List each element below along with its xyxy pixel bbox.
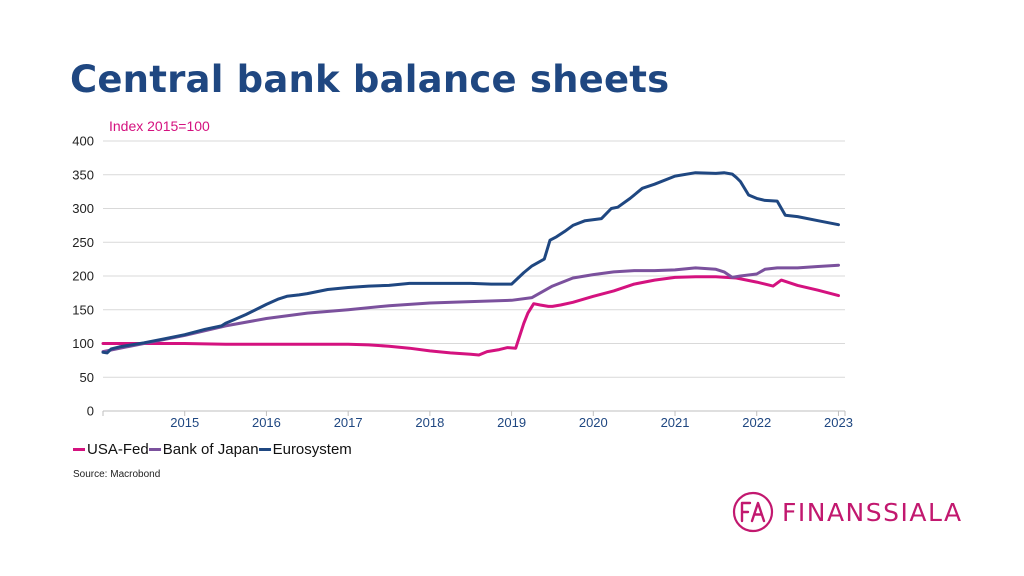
axis-unit-label: Index 2015=100 xyxy=(109,118,210,134)
chart-series xyxy=(101,171,840,357)
y-tick-label-0: 0 xyxy=(87,404,94,419)
y-tick-label-300: 300 xyxy=(72,201,94,216)
y-tick-label-200: 200 xyxy=(72,269,94,284)
legend-item-eurosystem: Eurosystem xyxy=(258,441,352,458)
finanssiala-logo: FINANSSIALA xyxy=(732,491,963,533)
chart-legend: USA-Fed Bank of Japan Eurosystem xyxy=(73,441,352,458)
legend-item-bank-of-japan: Bank of Japan xyxy=(148,441,259,458)
brand-name: FINANSSIALA xyxy=(782,497,963,527)
x-tick-label-2020: 2020 xyxy=(579,415,608,430)
x-tick-label-2017: 2017 xyxy=(334,415,363,430)
page-title: Central bank balance sheets xyxy=(70,58,670,101)
x-tick-label-2023: 2023 xyxy=(824,415,853,430)
legend-swatch-eurosystem xyxy=(258,448,271,451)
fa-monogram-icon xyxy=(732,491,774,533)
series-line-eurosystem xyxy=(101,171,840,355)
series-line-usa-fed xyxy=(101,275,840,357)
legend-label-eurosystem: Eurosystem xyxy=(272,441,352,458)
legend-label-bank-of-japan: Bank of Japan xyxy=(162,441,259,458)
source-note: Source: Macrobond xyxy=(73,469,161,480)
legend-swatch-usa-fed xyxy=(73,448,85,451)
y-tick-label-350: 350 xyxy=(72,167,94,182)
series-line-bank-of-japan xyxy=(101,263,840,354)
legend-swatch-bank-of-japan xyxy=(148,448,161,451)
y-tick-label-100: 100 xyxy=(72,336,94,351)
x-tick-label-2016: 2016 xyxy=(252,415,281,430)
x-tick-label-2019: 2019 xyxy=(497,415,526,430)
chart-axes xyxy=(102,410,846,416)
x-tick-label-2021: 2021 xyxy=(661,415,690,430)
legend-item-usa-fed: USA-Fed xyxy=(73,441,149,458)
x-tick-label-2018: 2018 xyxy=(415,415,444,430)
y-tick-label-150: 150 xyxy=(72,302,94,317)
x-tick-label-2015: 2015 xyxy=(170,415,199,430)
x-tick-label-2022: 2022 xyxy=(742,415,771,430)
y-tick-label-250: 250 xyxy=(72,235,94,250)
x-tick-labels: 2015 2016 2017 2018 2019 2020 2021 2022 2023 xyxy=(170,415,853,430)
y-tick-label-400: 400 xyxy=(72,134,94,149)
y-tick-labels: 0 50 100 150 200 250 300 350 400 xyxy=(72,134,94,419)
y-tick-label-50: 50 xyxy=(80,370,94,385)
legend-label-usa-fed: USA-Fed xyxy=(87,441,149,458)
